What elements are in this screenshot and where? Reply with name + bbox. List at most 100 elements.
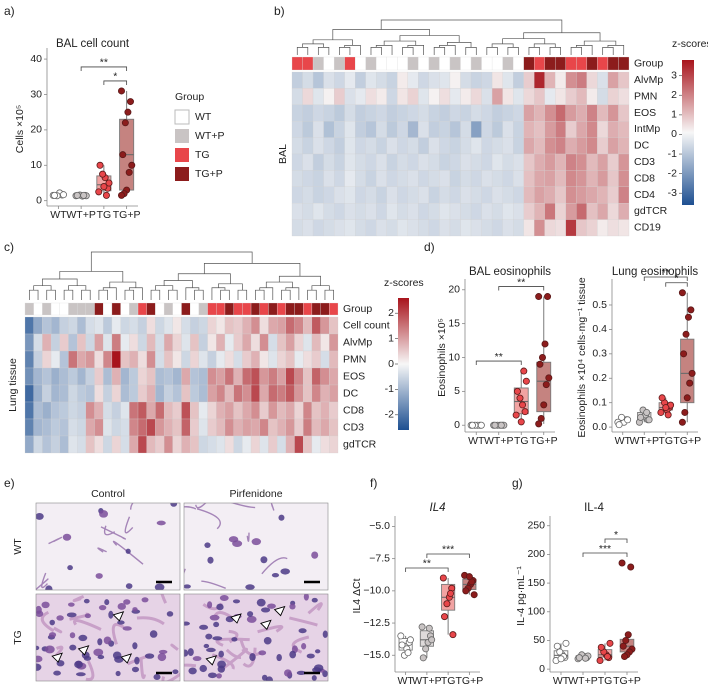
heatmap-cell xyxy=(224,367,234,386)
group-cell xyxy=(491,56,503,71)
tissue-strand xyxy=(112,540,144,565)
heatmap-cell xyxy=(68,435,78,454)
heatmap-cell xyxy=(302,186,314,204)
nucleus xyxy=(56,615,64,621)
nucleus xyxy=(271,573,280,578)
colorbar-tick-label: -1 xyxy=(385,383,394,395)
heatmap-cell xyxy=(224,384,234,403)
heatmap-cell xyxy=(397,137,408,155)
nucleus xyxy=(95,573,103,579)
heatmap-cell xyxy=(329,418,339,437)
row-label: CD8 xyxy=(343,404,364,416)
nucleus xyxy=(53,670,61,676)
nucleus xyxy=(117,620,125,625)
heatmap-cell xyxy=(544,71,556,89)
heatmap-cell xyxy=(163,435,173,454)
heatmap-cell xyxy=(534,219,545,237)
heatmap-cell xyxy=(586,121,598,138)
heatmap-cell xyxy=(285,350,295,369)
data-point xyxy=(99,170,107,178)
heatmap-cell xyxy=(386,137,398,155)
micrograph-frame xyxy=(183,502,329,591)
heatmap-cell xyxy=(146,333,156,352)
y-tick-label: −7.5 xyxy=(369,552,390,564)
heatmap-cell xyxy=(460,219,472,237)
data-point xyxy=(513,387,521,395)
row-label: IntMp xyxy=(634,123,660,135)
nucleus xyxy=(134,656,140,665)
heatmap-cell xyxy=(491,170,503,187)
heatmap-cell xyxy=(285,367,295,386)
data-point xyxy=(597,643,605,651)
heatmap-cell xyxy=(77,316,86,335)
heatmap-cell xyxy=(481,121,493,138)
heatmap-cell xyxy=(242,350,252,369)
heatmap-cell xyxy=(311,384,321,403)
heatmap-cell xyxy=(312,88,324,105)
heatmap-cell xyxy=(59,401,69,420)
nucleus xyxy=(213,621,220,628)
heatmap-cell xyxy=(277,384,286,403)
heatmap-cell xyxy=(428,137,440,155)
heatmap-cell xyxy=(111,384,121,403)
group-cell xyxy=(294,302,304,316)
data-point xyxy=(105,179,113,187)
heatmap-cell xyxy=(376,153,387,171)
data-point xyxy=(624,631,632,639)
micrograph-bg xyxy=(36,503,180,590)
heatmap-cell xyxy=(460,170,472,187)
heatmap-cell xyxy=(576,104,587,122)
dendrogram-branch xyxy=(194,289,204,300)
heatmap-cell xyxy=(397,153,408,171)
heatmap-cell xyxy=(312,170,324,187)
y-tick-label: 0.4 xyxy=(592,323,607,335)
heatmap-cell xyxy=(597,219,609,237)
legend-swatch xyxy=(175,167,189,181)
dendrogram-branch xyxy=(63,289,74,300)
group-cell xyxy=(303,302,313,316)
heatmap-cell xyxy=(428,219,440,237)
heatmap-cell xyxy=(294,418,304,437)
y-tick-label: 20 xyxy=(448,284,460,296)
heatmap-cell xyxy=(555,88,566,105)
heatmap-cell xyxy=(607,121,619,138)
nucleus xyxy=(68,602,75,607)
heatmap-cell xyxy=(320,418,330,437)
nucleus xyxy=(153,673,161,680)
heatmap-cell xyxy=(146,350,156,369)
y-tick-label: 0.0 xyxy=(592,421,607,433)
heatmap-cell xyxy=(294,435,304,454)
x-tick-label: TG+P xyxy=(613,675,641,687)
heatmap-cell xyxy=(320,401,330,420)
heatmap-cell xyxy=(85,384,95,403)
x-tick-label: TG xyxy=(598,675,613,687)
heatmap-cell xyxy=(397,88,408,105)
dendrogram-branch xyxy=(81,289,91,300)
y-tick-label: 20 xyxy=(30,124,42,136)
heatmap-cell xyxy=(439,170,451,187)
dendrogram-branch xyxy=(302,43,324,48)
legend-label: WT+P xyxy=(195,130,224,142)
heatmap-cell xyxy=(418,104,430,122)
heatmap-cell xyxy=(513,137,524,155)
heatmap-cell xyxy=(120,367,130,386)
heatmap-cell xyxy=(163,401,173,420)
data-point xyxy=(682,330,690,338)
nucleus xyxy=(36,655,43,663)
data-point xyxy=(687,306,695,314)
heatmap-cell xyxy=(233,316,243,335)
heatmap-cell xyxy=(242,435,252,454)
colorbar-title: z-scores xyxy=(672,38,708,50)
group-cell xyxy=(137,302,147,316)
nucleus xyxy=(311,597,318,603)
heatmap-cell xyxy=(172,418,182,437)
heatmap-cell xyxy=(85,367,95,386)
heatmap-cell xyxy=(323,186,335,204)
heatmap-cell xyxy=(181,418,191,437)
heatmap-cell xyxy=(355,219,366,237)
heatmap-cell xyxy=(491,203,503,220)
heatmap-cell xyxy=(277,350,286,369)
y-tick-label: 15 xyxy=(448,317,460,329)
y-axis-label: Eosinophils ×10⁴ cells·mg⁻¹ tissue xyxy=(576,277,588,437)
group-cell xyxy=(502,56,514,71)
